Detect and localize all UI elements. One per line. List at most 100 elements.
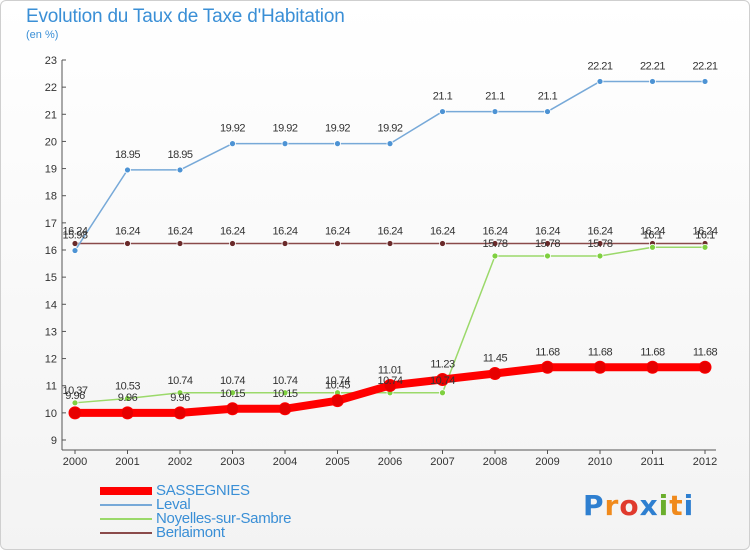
- data-point: [124, 395, 131, 402]
- data-label: 11.68: [588, 346, 613, 358]
- x-tick-label: 2011: [641, 456, 665, 468]
- data-label: 19.92: [220, 123, 245, 135]
- data-label: 16.24: [692, 225, 717, 237]
- data-label: 16.24: [430, 225, 455, 237]
- data-label: 10.45: [325, 380, 350, 392]
- y-tick-label: 23: [45, 55, 57, 67]
- x-tick-label: 2008: [483, 456, 507, 468]
- data-point: [488, 367, 502, 380]
- data-label: 16.24: [535, 225, 560, 237]
- x-tick-label: 2000: [63, 456, 87, 468]
- data-point: [646, 360, 659, 374]
- x-tick-label: 2007: [430, 456, 454, 468]
- data-point: [439, 108, 446, 115]
- data-label: 16.24: [640, 225, 665, 237]
- legend-item-noyelles: Noyelles-sur-Sambre: [100, 510, 400, 527]
- data-label: 10.15: [272, 388, 297, 400]
- legend-swatch-leval: [100, 504, 152, 506]
- x-tick-label: 2009: [535, 456, 559, 468]
- y-tick-label: 21: [45, 109, 57, 121]
- y-tick-label: 18: [45, 191, 57, 203]
- data-label: 22.21: [692, 60, 717, 72]
- data-point: [121, 406, 134, 420]
- legend-swatch-sassegnies: [100, 487, 152, 495]
- data-label: 11.68: [693, 346, 718, 358]
- data-label: 10.74: [272, 375, 297, 387]
- data-label: 10.74: [325, 375, 350, 387]
- x-tick-label: 2006: [378, 456, 402, 468]
- legend-label-sassegnies: SASSEGNIES: [156, 482, 250, 499]
- logo-letter: i: [658, 489, 670, 522]
- data-point: [124, 240, 131, 247]
- logo-letter: x: [639, 489, 659, 522]
- data-label: 10.15: [220, 388, 245, 400]
- data-point: [176, 389, 184, 397]
- y-tick-label: 9: [51, 435, 57, 447]
- legend-swatch-noyelles: [100, 518, 152, 520]
- data-point: [649, 78, 656, 85]
- data-label: 11.68: [640, 346, 665, 358]
- y-tick-label: 12: [45, 354, 57, 366]
- proxiti-logo: Proxiti: [583, 489, 694, 522]
- data-label: 10.53: [115, 380, 140, 392]
- data-point: [71, 240, 79, 247]
- data-point: [596, 240, 604, 247]
- data-point: [596, 78, 604, 85]
- data-label: 9.96: [170, 392, 190, 404]
- logo-letter: o: [619, 489, 640, 522]
- data-label: 11.68: [535, 346, 560, 358]
- data-point: [701, 243, 709, 251]
- x-tick-label: 2002: [168, 456, 192, 468]
- data-point: [68, 406, 82, 420]
- data-label: 22.21: [587, 60, 612, 72]
- data-point: [281, 389, 289, 397]
- y-tick-label: 15: [45, 272, 57, 284]
- data-point: [491, 108, 499, 115]
- data-label: 16.24: [115, 225, 140, 237]
- data-label: 16.24: [62, 225, 87, 237]
- data-label: 16.1: [695, 229, 715, 241]
- data-label: 10.74: [377, 375, 402, 387]
- legend: SASSEGNIES Leval Noyelles-sur-Sambre Ber…: [100, 482, 400, 541]
- data-label: 15.78: [535, 238, 560, 250]
- y-tick-label: 22: [45, 82, 57, 94]
- data-label: 11.45: [483, 353, 508, 365]
- data-point: [491, 240, 499, 247]
- x-tick-label: 2001: [115, 456, 139, 468]
- data-label: 19.92: [325, 123, 350, 135]
- data-label: 16.24: [377, 225, 402, 237]
- data-label: 11.01: [378, 364, 403, 376]
- data-label: 10.74: [167, 375, 192, 387]
- data-point: [544, 252, 551, 260]
- data-label: 11.23: [430, 358, 455, 370]
- data-point: [541, 360, 554, 374]
- data-point: [596, 252, 604, 260]
- legend-item-leval: Leval: [100, 496, 400, 513]
- x-tick-label: 2012: [693, 456, 717, 468]
- data-label: 16.24: [482, 225, 507, 237]
- data-label: 16.24: [325, 225, 350, 237]
- data-label: 9.96: [118, 392, 138, 404]
- data-label: 16.24: [167, 225, 192, 237]
- data-label: 21.1: [433, 91, 453, 103]
- data-label: 16.24: [272, 225, 297, 237]
- data-label: 16.24: [587, 225, 612, 237]
- data-label: 16.24: [220, 225, 245, 237]
- data-point: [124, 166, 131, 174]
- data-label: 9.96: [65, 390, 85, 402]
- chart-subtitle: (en %): [26, 29, 59, 41]
- data-point: [71, 399, 79, 407]
- y-tick-label: 13: [45, 326, 57, 338]
- data-point: [334, 240, 341, 247]
- data-point: [439, 240, 446, 247]
- logo-letter: P: [583, 489, 605, 522]
- y-tick-label: 20: [45, 136, 57, 148]
- data-label: 21.1: [538, 91, 558, 103]
- legend-item-berlaimont: Berlaimont: [100, 524, 400, 541]
- legend-label-berlaimont: Berlaimont: [156, 524, 225, 541]
- logo-letter: t: [669, 489, 684, 522]
- data-point: [71, 247, 79, 254]
- data-label: 10.74: [220, 375, 245, 387]
- data-point: [491, 252, 499, 260]
